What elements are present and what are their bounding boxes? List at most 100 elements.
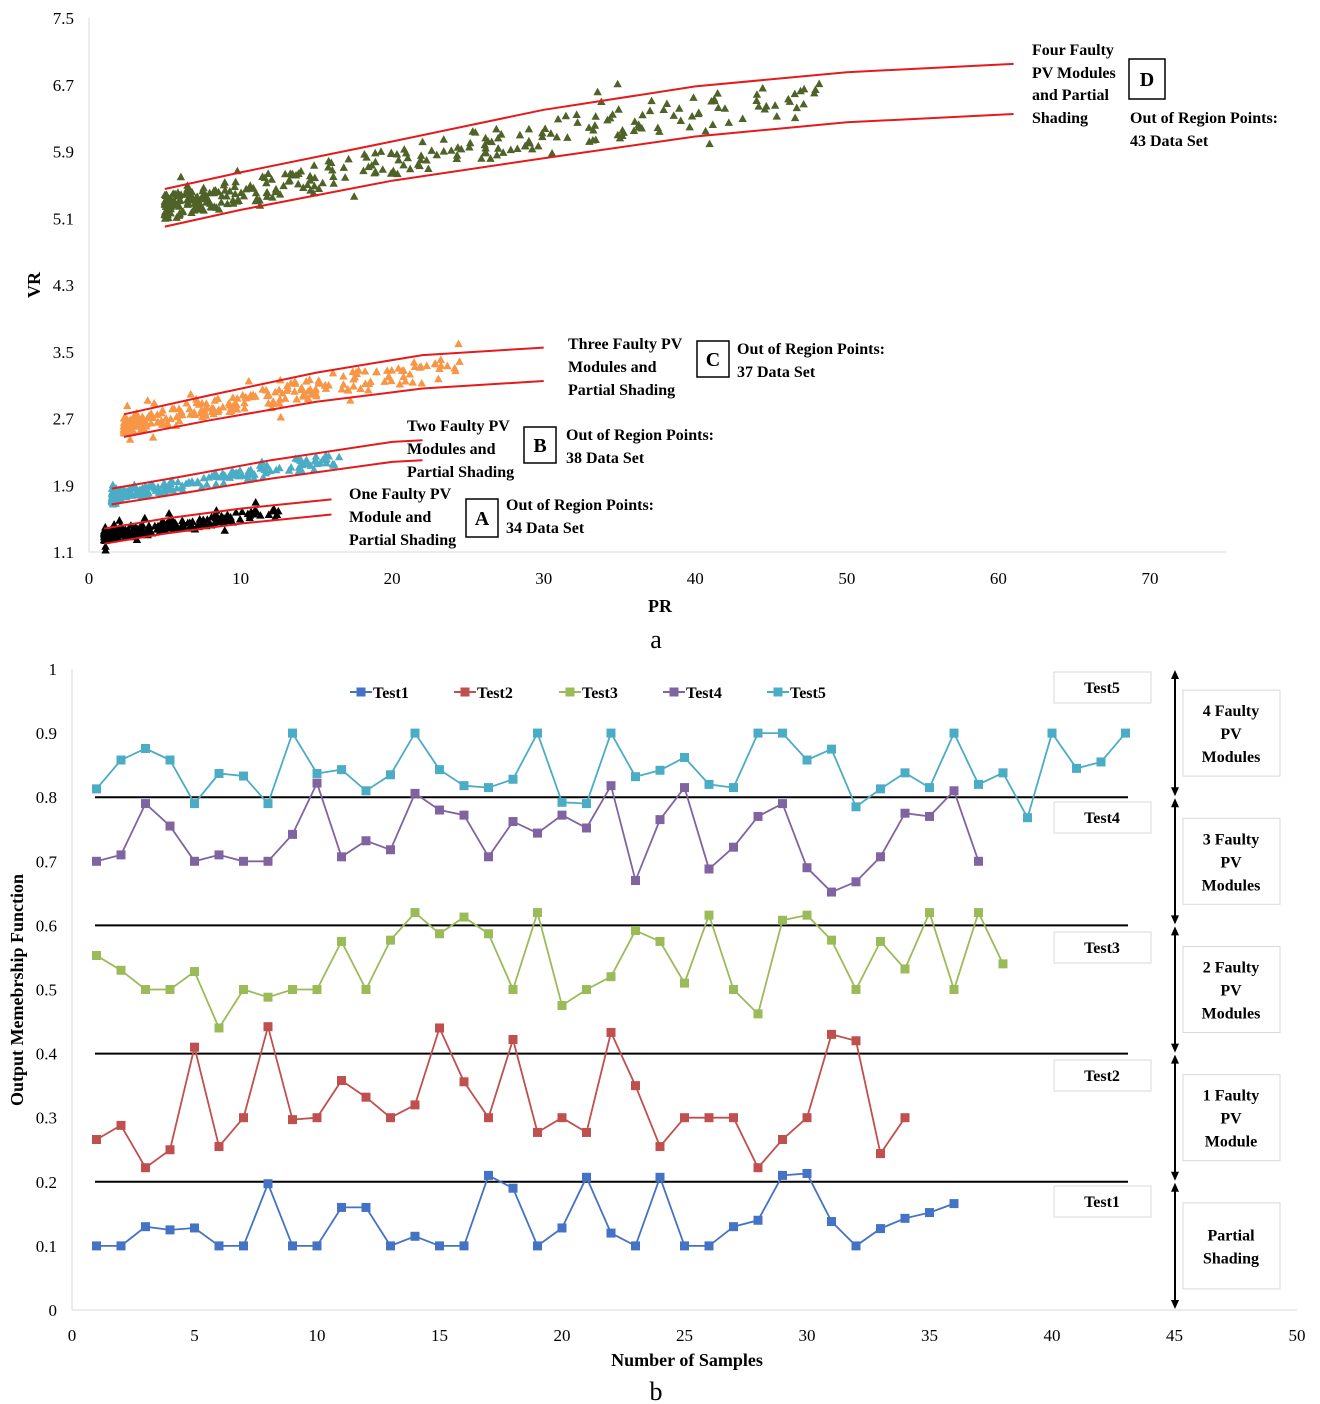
- legend-test3-swatch-marker: [565, 687, 575, 697]
- series-test4-marker: [214, 850, 224, 860]
- region-d-data-point: [267, 175, 276, 183]
- region-c-data-point: [339, 380, 348, 388]
- category-box: [1182, 1074, 1281, 1162]
- region-d-data-point: [175, 209, 184, 218]
- right-label-text: Test1: [1084, 1194, 1120, 1211]
- region-d-data-point: [160, 209, 169, 218]
- series-test4-marker: [361, 836, 371, 846]
- panel-a-letter: a: [650, 625, 662, 654]
- legend-test4-swatch-marker: [669, 687, 679, 697]
- region-d-data-point: [572, 110, 581, 118]
- series-test2-marker: [704, 1113, 714, 1123]
- region-d-data-point: [629, 126, 639, 135]
- series-test1-marker: [876, 1224, 885, 1234]
- region-b-data-point: [249, 473, 259, 482]
- region-c-data-point: [240, 398, 249, 407]
- series-test4-marker: [729, 842, 738, 852]
- series-test5-marker: [704, 779, 714, 789]
- region-d-data-point: [724, 118, 734, 126]
- region-d-data-point: [637, 123, 646, 132]
- region-a-out-line-1: Out of Region Points:: [506, 497, 654, 514]
- panel-a-x-tick-label: 10: [232, 569, 249, 588]
- region-b-data-point: [197, 482, 206, 491]
- category-box-line: 1 Faulty: [1203, 1088, 1259, 1105]
- right-label-text: Test4: [1084, 810, 1120, 827]
- series-test1-marker: [533, 1241, 542, 1251]
- region-c-data-point: [443, 361, 452, 370]
- series-test4-marker: [827, 887, 836, 897]
- region-b-label-line-3: Partial Shading: [407, 464, 514, 481]
- series-test3-marker: [435, 929, 444, 939]
- series-test4-marker: [778, 799, 787, 809]
- region-d-data-point: [591, 112, 600, 120]
- series-test3-marker: [239, 985, 248, 994]
- region-d-data-point: [676, 116, 685, 124]
- region-d-data-point: [710, 96, 719, 105]
- region-d-data-point: [754, 102, 763, 110]
- region-a-lower-boundary: [104, 513, 332, 545]
- region-d-data-point: [251, 188, 261, 197]
- series-test5-marker: [827, 744, 836, 754]
- region-d-data-point: [447, 146, 456, 154]
- region-c-out-line-2: 37 Data Set: [737, 364, 816, 381]
- region-b-data-point: [115, 486, 125, 494]
- series-test1-marker: [263, 1179, 273, 1189]
- region-a-data-point: [217, 511, 226, 520]
- series-test1-marker: [508, 1183, 518, 1193]
- series-test3-marker: [92, 951, 101, 961]
- series-test2-marker: [582, 1127, 591, 1137]
- region-b-data-point: [121, 487, 130, 496]
- series-test3-marker: [508, 985, 518, 994]
- panel-b-x-tick-label: 5: [190, 1326, 199, 1345]
- region-a-data-point: [245, 513, 254, 522]
- region-b-id-box: [523, 426, 557, 464]
- panel-a-x-tick-label: 50: [838, 569, 855, 588]
- region-c-data-point: [178, 410, 187, 419]
- region-c-data-point: [148, 433, 158, 441]
- region-a-data-point: [172, 522, 182, 530]
- legend-test1-label: Test1: [373, 685, 409, 702]
- legend-test2-swatch-marker: [460, 687, 470, 697]
- region-c-data-point: [200, 409, 210, 418]
- region-c-data-point: [128, 414, 138, 423]
- region-d-data-point: [258, 172, 267, 180]
- region-d-data-point: [370, 168, 379, 177]
- category-box-line: PV: [1220, 854, 1242, 871]
- region-a-data-point: [256, 511, 265, 519]
- category-arrow-head-down: [1171, 787, 1179, 797]
- region-c-label-line-3: Partial Shading: [568, 382, 675, 399]
- region-d-data-point: [376, 147, 386, 155]
- right-label-box: [1053, 1185, 1152, 1218]
- region-d-data-point: [344, 154, 353, 163]
- region-d-data-point: [645, 106, 655, 115]
- region-d-data-point: [615, 133, 625, 142]
- panel-a-x-tick-label: 0: [85, 569, 94, 588]
- region-d-data-point: [275, 190, 285, 198]
- series-test4-marker: [753, 811, 763, 821]
- region-d-data-point: [327, 158, 336, 167]
- region-d-data-point: [163, 193, 173, 202]
- region-c-data-point: [125, 435, 135, 443]
- region-d-data-point: [481, 133, 490, 142]
- category-box-line: 4 Faulty: [1203, 703, 1259, 720]
- series-test3-line: [96, 909, 1004, 1030]
- legend-test1-swatch-marker: [356, 687, 366, 697]
- series-test2-marker: [214, 1142, 224, 1152]
- region-d-data-point: [552, 132, 562, 141]
- legend-test2-label: Test2: [477, 685, 513, 702]
- region-d-data-point: [694, 109, 703, 118]
- region-d-out-line-1: Out of Region Points:: [1130, 110, 1278, 127]
- region-b-data-point: [202, 480, 212, 488]
- series-test3-marker: [312, 985, 322, 994]
- region-b-data-point: [160, 479, 169, 487]
- series-test4-marker: [974, 856, 983, 866]
- panel-b-y-axis-title: Output Memebrship Function: [7, 874, 27, 1106]
- series-test2-marker: [141, 1163, 150, 1173]
- series-test1-marker: [214, 1241, 224, 1251]
- region-a-data-point: [178, 516, 187, 524]
- series-test3-marker: [141, 985, 150, 994]
- series-test1-marker: [165, 1225, 175, 1235]
- region-d-data-point: [386, 149, 396, 157]
- region-b-data-point: [108, 480, 118, 489]
- series-test2-marker: [92, 1134, 101, 1144]
